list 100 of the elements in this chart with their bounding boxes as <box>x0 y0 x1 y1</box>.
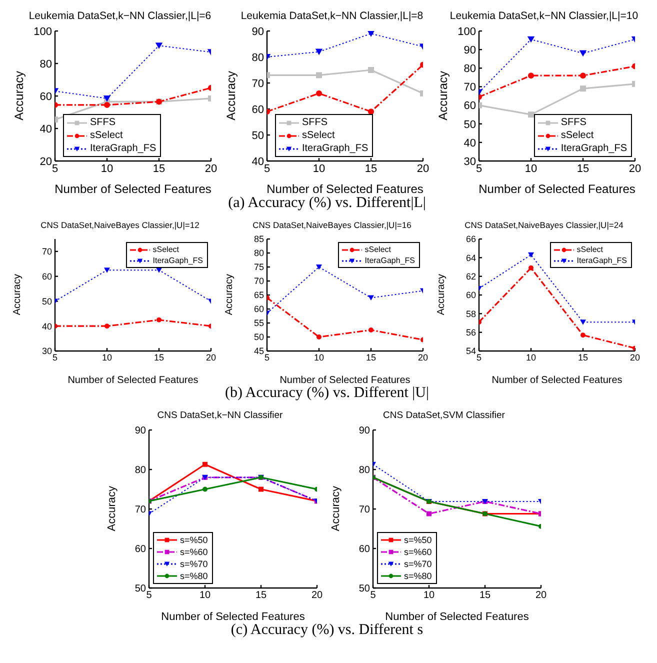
x-tick-label: 15 <box>578 352 588 362</box>
chart-title: Leukemia DataSet,k−NN Classier,|L|=8 <box>240 9 424 24</box>
text: (c) Accuracy (%) vs. Different s <box>230 622 424 639</box>
x-tick-label: 5 <box>264 352 270 362</box>
legend-label: IteraGraph_FS <box>302 143 368 154</box>
point <box>316 264 322 270</box>
x-tick-label: 20 <box>535 590 547 602</box>
x-tick-label: 10 <box>526 352 536 362</box>
y-tick-label: 40 <box>464 137 476 150</box>
x-axis-title: Number of Selected Features <box>54 182 212 196</box>
y-tick-label: 60 <box>40 90 52 103</box>
point <box>202 486 208 492</box>
y-tick-label: 50 <box>464 118 476 131</box>
y-tick-label: 60 <box>42 272 52 282</box>
legend-label: sSelect <box>560 130 594 141</box>
y-tick-label: 50 <box>254 332 264 342</box>
y-tick-label: 100 <box>34 26 52 38</box>
legend-label: sSelect <box>576 245 603 254</box>
point <box>580 86 586 92</box>
x-axis-title: Number of Selected Features <box>492 375 622 386</box>
x-tick-label: 5 <box>476 162 482 175</box>
point <box>528 112 534 118</box>
chart-title: CNS DataSet,NaiveBayes Classier,|U|=12 <box>40 219 200 232</box>
y-tick-label: 90 <box>252 26 264 38</box>
x-tick-label: 5 <box>146 590 152 602</box>
point <box>528 252 534 258</box>
y-axis-title: Accuracy <box>436 71 450 121</box>
y-tick-label: 60 <box>252 104 264 116</box>
x-tick-label: 10 <box>423 590 435 602</box>
x-tick-label: 20 <box>416 162 430 175</box>
y-tick-label: 30 <box>464 156 476 168</box>
text: (a) Accuracy (%) vs. Different|L| <box>227 195 427 212</box>
legend-label: IteraGaph_FS <box>152 256 203 265</box>
y-axis-title: Accuracy <box>224 274 235 316</box>
y-tick-label: 60 <box>254 304 264 314</box>
point <box>316 72 322 78</box>
x-tick-label: 15 <box>364 162 378 175</box>
x-tick-label: 10 <box>314 352 324 362</box>
point <box>202 462 208 467</box>
y-tick-label: 56 <box>466 328 476 338</box>
y-tick-label: 75 <box>254 262 264 272</box>
point <box>528 72 534 79</box>
y-axis-title: Accuracy <box>12 274 23 316</box>
legend-label: sSelect <box>364 245 391 254</box>
y-tick-label: 40 <box>252 156 264 168</box>
x-axis-title: Number of Selected Features <box>68 375 198 386</box>
chart-title: CNS DataSet,NaiveBayes Classier,|U|=24 <box>464 219 624 232</box>
legend-label: SFFS <box>302 117 328 128</box>
x-tick-label: 15 <box>576 162 590 175</box>
legend-label: s=%80 <box>180 571 208 581</box>
x-tick-label: 15 <box>152 162 166 175</box>
chart-title: CNS DataSet,NaiveBayes Classier,|U|=16 <box>252 219 412 232</box>
legend-label: IteraGaph_FS <box>364 256 415 265</box>
y-tick-label: 90 <box>134 426 146 437</box>
x-tick-label: 20 <box>206 352 216 362</box>
x-tick-label: 15 <box>479 590 491 602</box>
y-tick-label: 70 <box>358 504 370 516</box>
y-tick-label: 64 <box>466 252 476 263</box>
legend-label: SFFS <box>560 117 586 128</box>
y-tick-label: 65 <box>254 290 264 300</box>
chart-title: Leukemia DataSet,k−NN Classier,|L|=10 <box>448 9 640 24</box>
y-axis-title: Accuracy <box>436 274 447 316</box>
y-tick-label: 90 <box>464 44 476 56</box>
point <box>580 320 586 325</box>
y-tick-label: 100 <box>458 26 476 38</box>
point <box>426 511 432 516</box>
x-axis-title: Number of Selected Features <box>280 375 410 386</box>
y-tick-label: 80 <box>254 248 264 258</box>
legend-label: s=%50 <box>404 535 432 545</box>
y-tick-label: 60 <box>464 100 476 112</box>
text: (b) Accuracy (%) vs. Different |U| <box>224 385 430 402</box>
x-tick-label: 20 <box>630 352 640 362</box>
legend-label: s=%70 <box>180 559 208 569</box>
x-tick-label: 5 <box>370 590 376 602</box>
y-tick-label: 45 <box>254 346 264 356</box>
y-tick-label: 30 <box>42 346 52 356</box>
y-tick-label: 70 <box>252 78 264 90</box>
legend-label: s=%70 <box>404 559 432 569</box>
y-tick-label: 40 <box>40 123 52 136</box>
y-tick-label: 80 <box>464 63 476 76</box>
y-tick-label: 55 <box>254 318 264 328</box>
x-tick-label: 20 <box>418 352 428 362</box>
point <box>316 334 322 340</box>
y-tick-label: 50 <box>358 584 370 595</box>
point <box>368 67 374 73</box>
y-tick-label: 40 <box>42 321 52 332</box>
legend-label: sSelect <box>152 245 179 254</box>
x-tick-label: 10 <box>199 590 211 602</box>
x-tick-label: 15 <box>255 590 267 602</box>
y-axis-title: Accuracy <box>12 71 26 121</box>
x-tick-label: 5 <box>52 352 58 362</box>
x-axis-title: Number of Selected Features <box>385 611 530 623</box>
chart-title: CNS DataSet,k−NN Classifier <box>156 409 284 423</box>
y-tick-label: 66 <box>466 234 476 244</box>
x-tick-label: 5 <box>264 162 270 175</box>
x-tick-label: 20 <box>628 162 642 175</box>
y-tick-label: 60 <box>466 290 476 300</box>
x-tick-label: 10 <box>100 162 114 175</box>
x-tick-label: 10 <box>312 162 326 175</box>
x-tick-label: 15 <box>154 352 164 362</box>
